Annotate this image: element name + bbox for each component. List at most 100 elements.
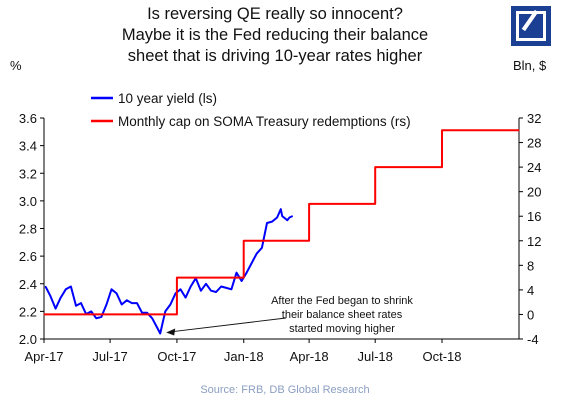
yield-point xyxy=(246,272,248,274)
chart-svg: 2.0 2.2 2.4 2.6 2.8 3.0 3.2 3.4 3.6 -4 0 4 8 12 16 20 24… xyxy=(19,91,542,364)
legend-label: Monthly cap on SOMA Treasury redemptions… xyxy=(118,114,411,129)
left-tick-label: 2.4 xyxy=(19,277,37,292)
yield-point xyxy=(75,305,77,307)
yield-point xyxy=(110,288,113,290)
annotation-text: started moving higher xyxy=(289,323,395,335)
yield-point xyxy=(90,310,92,312)
yield-point xyxy=(159,332,161,335)
right-tick-label: 16 xyxy=(527,209,541,224)
yield-point xyxy=(95,317,97,319)
left-tick-label: 2.0 xyxy=(19,332,37,347)
yield-point xyxy=(205,283,207,285)
legend-label: 10 year yield (ls) xyxy=(118,91,217,106)
yield-point xyxy=(65,288,67,290)
left-tick-label: 3.2 xyxy=(19,166,37,181)
deutsche-bank-logo-icon xyxy=(511,6,551,46)
soma-cap-point xyxy=(374,166,376,168)
yield-point xyxy=(105,303,108,306)
yield-point xyxy=(60,297,62,299)
left-tick-label: 2.6 xyxy=(19,249,37,264)
x-tick-label: Jul-18 xyxy=(357,349,392,364)
yield-point xyxy=(251,262,253,264)
chart-title-line-3: sheet that is driving 10-year rates high… xyxy=(127,47,423,65)
yield-point xyxy=(185,297,187,299)
yield-point xyxy=(100,316,102,318)
source-note: Source: FRB, DB Global Research xyxy=(200,384,370,396)
yield-point xyxy=(179,288,182,290)
left-axis-unit: % xyxy=(10,58,22,73)
soma-cap-point xyxy=(518,129,520,131)
yield-point xyxy=(55,308,57,310)
yield-point xyxy=(116,292,118,294)
yield-point xyxy=(146,312,148,314)
yield-point xyxy=(151,317,153,319)
yield-point xyxy=(121,303,123,306)
soma-cap-point xyxy=(441,129,443,131)
left-tick-label: 3.4 xyxy=(19,139,37,154)
right-tick-label: 32 xyxy=(527,111,541,126)
yield-series-line xyxy=(44,208,293,335)
yield-point xyxy=(49,295,52,297)
x-tick-label: Jul-17 xyxy=(92,349,127,364)
yield-point xyxy=(288,216,291,219)
yield-point xyxy=(276,216,278,219)
yield-point xyxy=(164,310,166,312)
soma-cap-series-line xyxy=(44,129,519,316)
x-tick-label: Oct-17 xyxy=(157,349,196,364)
chart-title-line-2: Maybe it is the Fed reducing their balan… xyxy=(121,26,429,44)
yield-point xyxy=(136,302,138,304)
x-tick-label: Oct-18 xyxy=(423,349,462,364)
right-tick-label: 24 xyxy=(527,160,541,175)
soma-cap-point xyxy=(243,240,245,242)
yield-point xyxy=(230,288,232,290)
yield-point xyxy=(190,285,192,288)
right-tick-label: 28 xyxy=(527,136,541,151)
yield-point xyxy=(266,222,268,224)
yield-point xyxy=(210,290,212,292)
yield-point xyxy=(174,292,177,294)
yield-point xyxy=(131,302,133,304)
yield-point xyxy=(256,252,258,254)
right-tick-label: 12 xyxy=(527,234,541,249)
x-tick-label: Jan-18 xyxy=(224,349,264,364)
soma-cap-point xyxy=(308,203,310,205)
yield-point xyxy=(200,290,202,292)
yield-point xyxy=(291,215,293,217)
yield-point xyxy=(280,208,282,210)
left-tick-label: 3.6 xyxy=(19,111,37,126)
chart-title: Is reversing QE really so innocent? Mayb… xyxy=(60,4,490,67)
yield-point xyxy=(156,327,158,329)
yield-point xyxy=(225,287,227,289)
left-tick-label: 2.2 xyxy=(19,304,37,319)
annotation-text: their balance sheet rates xyxy=(282,309,403,321)
yield-point xyxy=(235,272,238,274)
right-tick-label: 4 xyxy=(527,283,534,298)
annotation-arrow-shaft xyxy=(174,317,287,332)
annotation-arrow-head xyxy=(166,328,176,336)
x-tick-label: Apr-18 xyxy=(290,349,329,364)
yield-point xyxy=(281,215,283,217)
soma-cap-point xyxy=(176,277,178,279)
left-tick-label: 2.8 xyxy=(19,222,37,237)
yield-point xyxy=(241,280,243,282)
yield-point xyxy=(220,285,222,288)
yield-point xyxy=(169,303,171,306)
right-tick-label: 8 xyxy=(527,258,534,273)
yield-point xyxy=(80,302,82,304)
yield-point xyxy=(126,299,128,301)
logo-frame xyxy=(516,11,546,41)
right-tick-label: 0 xyxy=(527,307,534,322)
soma-cap-point xyxy=(43,313,45,315)
right-tick-label: 20 xyxy=(527,185,541,200)
left-tick-label: 3.0 xyxy=(19,194,37,209)
x-tick-label: Apr-17 xyxy=(24,349,63,364)
chart-title-line-1: Is reversing QE really so innocent? xyxy=(147,5,403,23)
yield-point xyxy=(286,219,288,221)
yield-point xyxy=(271,221,273,223)
yield-point xyxy=(44,285,47,288)
annotation-text: After the Fed began to shrink xyxy=(271,295,413,307)
yield-point xyxy=(261,247,263,249)
yield-point xyxy=(141,312,143,314)
right-axis-unit: Bln, $ xyxy=(513,58,547,73)
yield-point xyxy=(215,291,217,293)
